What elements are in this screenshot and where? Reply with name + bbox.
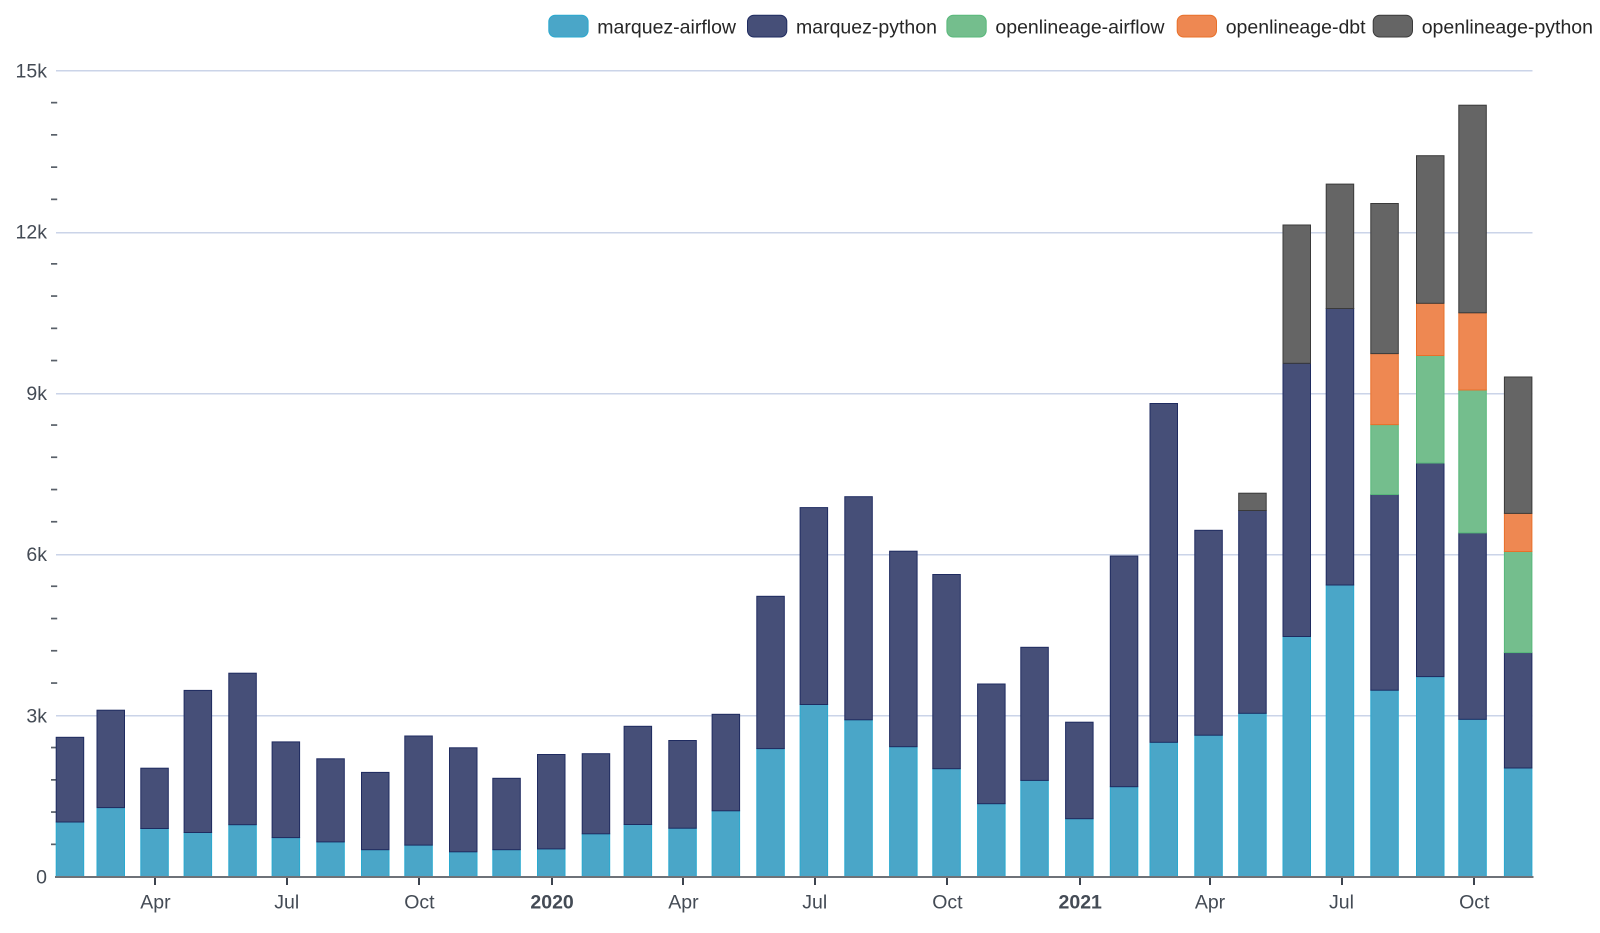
svg-text:0: 0 [36, 867, 47, 889]
svg-text:2021: 2021 [1059, 892, 1103, 914]
svg-text:9k: 9k [26, 383, 47, 405]
svg-text:3k: 3k [26, 705, 47, 727]
svg-text:Jul: Jul [274, 892, 299, 914]
svg-text:Oct: Oct [404, 892, 435, 914]
svg-text:Jul: Jul [802, 892, 827, 914]
svg-text:openlineage-airflow: openlineage-airflow [995, 17, 1165, 39]
svg-text:Jul: Jul [1329, 892, 1354, 914]
svg-text:openlineage-python: openlineage-python [1422, 17, 1593, 39]
svg-text:2020: 2020 [530, 892, 574, 914]
svg-text:marquez-python: marquez-python [796, 17, 937, 39]
svg-text:Apr: Apr [1195, 892, 1226, 914]
svg-text:Oct: Oct [1459, 892, 1490, 914]
svg-text:6k: 6k [26, 544, 47, 566]
svg-text:15k: 15k [16, 60, 48, 82]
svg-text:marquez-airflow: marquez-airflow [597, 17, 737, 39]
svg-text:openlineage-dbt: openlineage-dbt [1226, 17, 1366, 39]
svg-text:Oct: Oct [932, 892, 963, 914]
svg-text:Apr: Apr [668, 892, 699, 914]
svg-text:12k: 12k [16, 222, 48, 244]
svg-text:Apr: Apr [140, 892, 171, 914]
